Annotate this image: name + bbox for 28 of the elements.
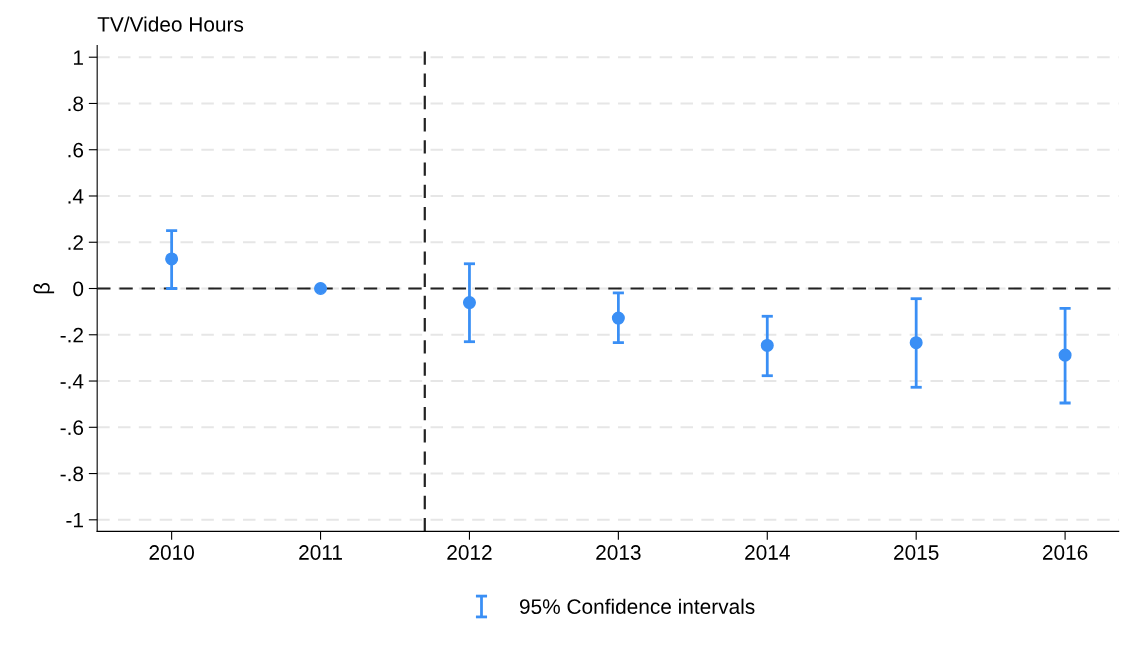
x-tick-label: 2016 xyxy=(1042,545,1088,560)
point xyxy=(1058,348,1072,362)
y-tick-label: -.6 xyxy=(60,420,84,436)
x-tick-label: 2014 xyxy=(745,545,790,560)
x-tick-label: 2010 xyxy=(149,545,194,560)
y-tick-label: .8 xyxy=(68,96,84,112)
y-tick-label: -1 xyxy=(66,513,83,528)
point xyxy=(760,338,774,352)
y-tick-label: -.4 xyxy=(60,374,84,389)
y-axis-title: β xyxy=(33,283,55,294)
x-tick-label: 2013 xyxy=(596,545,641,560)
y-tick-label: .6 xyxy=(68,142,84,158)
y-tick-label: .4 xyxy=(68,189,84,204)
point xyxy=(165,252,179,266)
point xyxy=(462,296,476,310)
x-tick-label: 2015 xyxy=(894,545,939,560)
y-tick-label: -.2 xyxy=(60,327,83,343)
x-tick-label: 2012 xyxy=(447,545,492,560)
y-tick-label: -.8 xyxy=(60,466,84,482)
y-tick-label: 0 xyxy=(73,281,84,297)
point xyxy=(314,282,328,296)
x-tick-label: 2011 xyxy=(299,545,342,560)
chart-title: TV/Video Hours xyxy=(97,16,244,32)
y-tick-label: .2 xyxy=(68,235,83,250)
y-tick-label: 1 xyxy=(73,50,83,65)
point xyxy=(611,311,625,325)
point xyxy=(909,336,923,350)
legend-label: 95% Confidence intervals xyxy=(519,598,755,615)
